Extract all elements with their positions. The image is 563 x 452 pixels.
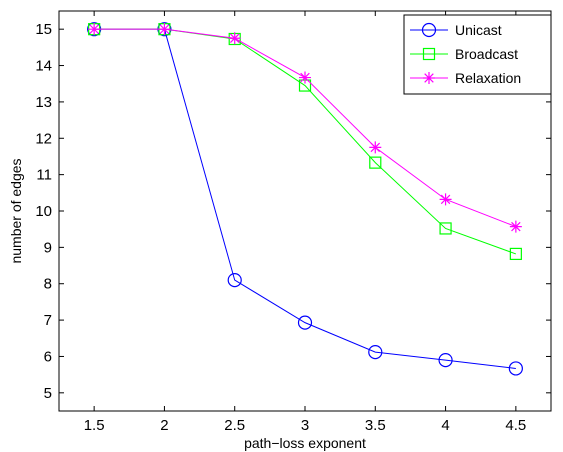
series-relaxation	[88, 23, 522, 233]
x-tick-label: 3.5	[365, 417, 386, 434]
y-tick-label: 8	[44, 276, 52, 293]
data-point-unicast	[297, 315, 313, 330]
data-point-unicast	[368, 344, 383, 360]
data-point-broadcast	[439, 222, 452, 235]
y-tick-label: 9	[44, 239, 52, 256]
x-tick-label: 1.5	[84, 417, 105, 434]
y-tick-label: 15	[35, 21, 52, 38]
data-point-relaxation	[228, 32, 241, 45]
plot-frame	[58, 10, 552, 412]
legend-label-broadcast: Broadcast	[455, 46, 518, 62]
legend-marker-unicast	[421, 22, 437, 38]
y-tick-label: 7	[44, 312, 52, 329]
x-axis-title: path−loss exponent	[244, 435, 366, 451]
data-point-broadcast	[509, 247, 522, 261]
x-tick-label: 2	[160, 417, 168, 434]
data-point-unicast	[438, 352, 453, 368]
legend-item-relaxation: Relaxation	[410, 70, 521, 86]
legend-marker-relaxation	[423, 72, 435, 84]
data-point-relaxation	[299, 71, 311, 84]
legend-item-broadcast: Broadcast	[410, 46, 518, 62]
data-point-broadcast	[369, 156, 382, 169]
y-tick-label: 14	[35, 58, 52, 75]
x-tick-label: 3	[301, 417, 309, 434]
data-point-relaxation	[88, 23, 101, 36]
data-point-relaxation	[158, 23, 171, 36]
y-tick-label: 12	[35, 130, 52, 147]
y-axis-title: number of edges	[8, 158, 24, 263]
legend-marker-broadcast	[422, 47, 436, 61]
data-point-relaxation	[509, 220, 522, 233]
y-tick-label: 13	[35, 94, 52, 111]
y-tick-label: 5	[44, 385, 52, 402]
x-tick-label: 2.5	[224, 417, 245, 434]
data-point-relaxation	[369, 141, 382, 154]
y-tick-label: 6	[44, 348, 52, 365]
data-point-unicast	[227, 272, 242, 288]
legend-label-relaxation: Relaxation	[455, 70, 521, 86]
data-point-relaxation	[439, 193, 452, 206]
legend-label-unicast: Unicast	[455, 22, 502, 38]
x-tick-label: 4	[441, 417, 449, 434]
series-layer	[87, 22, 523, 376]
legend: Unicast Broadcast Relaxation	[403, 14, 552, 95]
y-tick-label: 10	[35, 203, 52, 220]
legend-item-unicast: Unicast	[410, 22, 502, 38]
y-tick-label: 11	[36, 167, 52, 184]
x-tick-label: 4.5	[505, 417, 526, 434]
data-point-unicast	[508, 361, 523, 376]
